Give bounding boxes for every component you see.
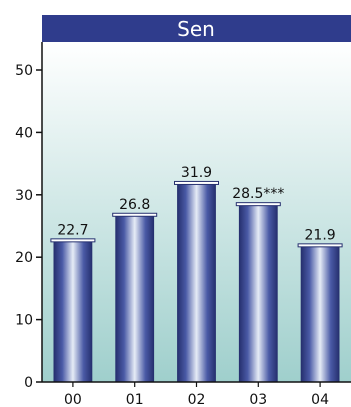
value-label-02: 31.9: [181, 165, 212, 181]
x-tick-label: 03: [249, 392, 267, 407]
bar-cap-02: [174, 180, 219, 185]
bar-cap-00: [50, 238, 96, 243]
value-label-03: 28.5***: [232, 186, 284, 202]
bar-01: [115, 214, 155, 383]
y-tick-label: 20: [15, 250, 33, 266]
bar-cap-01: [112, 212, 158, 217]
y-tick-label: 10: [15, 313, 33, 329]
bars-group: [50, 180, 343, 383]
x-tick-label: 01: [126, 392, 144, 407]
x-tick-label: 04: [311, 392, 329, 407]
bar-04: [300, 244, 340, 383]
x-tick-label: 02: [188, 392, 206, 407]
y-tick-label: 40: [15, 125, 33, 141]
y-tick-label: 0: [24, 375, 33, 391]
value-label-01: 26.8: [119, 197, 150, 213]
y-tick-label: 30: [15, 188, 33, 204]
value-labels-group: 22.7 26.8 31.9 28.5*** 21.9: [57, 165, 335, 243]
value-label-04: 21.9: [305, 227, 336, 243]
y-tick-label: 50: [15, 63, 33, 79]
bar-02: [177, 182, 216, 383]
x-tick-label: 00: [64, 392, 82, 407]
y-axis-ticks: 0 10 20 30 40 50: [15, 63, 42, 391]
x-axis-ticks: 00 01 02 03 04: [64, 382, 329, 407]
bar-cap-03: [235, 202, 281, 207]
bar-03: [238, 203, 278, 383]
chart-title: Sen: [177, 17, 215, 41]
title-bar: [42, 15, 351, 42]
bar-00: [53, 239, 93, 383]
value-label-00: 22.7: [57, 222, 88, 238]
bar-cap-04: [297, 243, 343, 248]
